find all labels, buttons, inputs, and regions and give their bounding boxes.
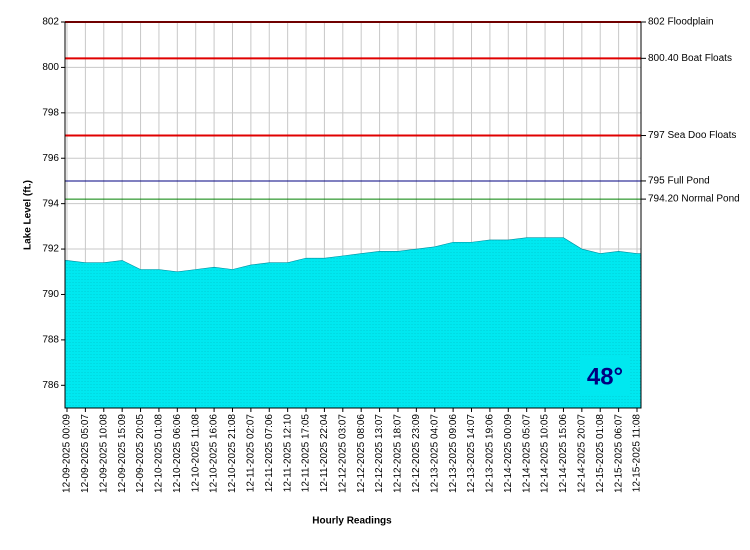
x-tick-label: 12-12-2025 08:06 <box>356 414 367 493</box>
x-tick-label: 12-14-2025 05:07 <box>521 414 532 493</box>
reference-label: 797 Sea Doo Floats <box>648 130 736 141</box>
annotation-box <box>580 356 630 396</box>
x-tick-label: 12-09-2025 15:09 <box>117 414 128 493</box>
x-tick-label: 12-09-2025 05:07 <box>80 414 91 493</box>
x-tick-label: 12-10-2025 01:08 <box>154 414 165 493</box>
y-tick-label: 786 <box>42 380 59 391</box>
x-tick-label: 12-14-2025 15:06 <box>558 414 569 493</box>
y-tick-label: 798 <box>42 107 59 118</box>
x-tick-label: 12-13-2025 09:06 <box>448 414 459 493</box>
y-tick-label: 788 <box>42 335 59 346</box>
x-tick-label: 12-11-2025 22:04 <box>319 414 330 493</box>
x-tick-label: 12-09-2025 20:05 <box>135 414 146 493</box>
y-tick-label: 802 <box>42 17 59 28</box>
y-tick-label: 796 <box>42 153 59 164</box>
x-tick-label: 12-10-2025 11:08 <box>190 414 201 493</box>
x-tick-label: 12-13-2025 04:07 <box>429 414 440 493</box>
y-tick-label: 800 <box>42 62 59 73</box>
reference-label: 802 Floodplain <box>648 17 714 28</box>
x-tick-label: 12-11-2025 17:05 <box>301 414 312 493</box>
x-tick-label: 12-15-2025 06:07 <box>613 414 624 493</box>
y-tick-label: 794 <box>42 198 59 209</box>
x-axis-label: Hourly Readings <box>312 516 392 527</box>
y-tick-label: 790 <box>42 289 59 300</box>
x-tick-label: 12-12-2025 13:07 <box>374 414 385 493</box>
y-tick-label: 792 <box>42 244 59 255</box>
y-axis-label: Lake Level (ft.) <box>23 180 34 250</box>
x-tick-label: 12-15-2025 01:08 <box>595 414 606 493</box>
area <box>64 237 642 409</box>
x-tick-label: 12-13-2025 14:07 <box>466 414 477 493</box>
reference-label: 794.20 Normal Pond <box>648 194 740 205</box>
x-tick-label: 12-11-2025 02:07 <box>246 414 257 493</box>
x-tick-label: 12-09-2025 10:08 <box>98 414 109 493</box>
x-tick-label: 12-12-2025 03:07 <box>337 414 348 493</box>
reference-label: 800.40 Boat Floats <box>648 53 732 64</box>
x-tick-label: 12-10-2025 21:08 <box>227 414 238 493</box>
plot-border <box>64 21 642 409</box>
x-tick-label: 12-13-2025 19:06 <box>485 414 496 493</box>
x-tick-label: 12-11-2025 12:10 <box>282 414 293 493</box>
x-tick-label: 12-15-2025 11:08 <box>632 414 643 493</box>
reference-label: 795 Full Pond <box>648 176 710 187</box>
x-tick-label: 12-12-2025 18:07 <box>393 414 404 493</box>
annotation: 48° <box>587 363 623 390</box>
x-tick-label: 12-10-2025 06:06 <box>172 414 183 493</box>
x-tick-label: 12-12-2025 23:09 <box>411 414 422 493</box>
x-tick-label: 12-10-2025 16:06 <box>209 414 220 493</box>
x-tick-label: 12-14-2025 10:05 <box>540 414 551 493</box>
x-tick-label: 12-14-2025 00:09 <box>503 414 514 493</box>
x-tick-label: 12-14-2025 20:07 <box>576 414 587 493</box>
x-tick-label: 12-11-2025 07:06 <box>264 414 275 493</box>
x-tick-label: 12-09-2025 00:09 <box>62 414 73 493</box>
